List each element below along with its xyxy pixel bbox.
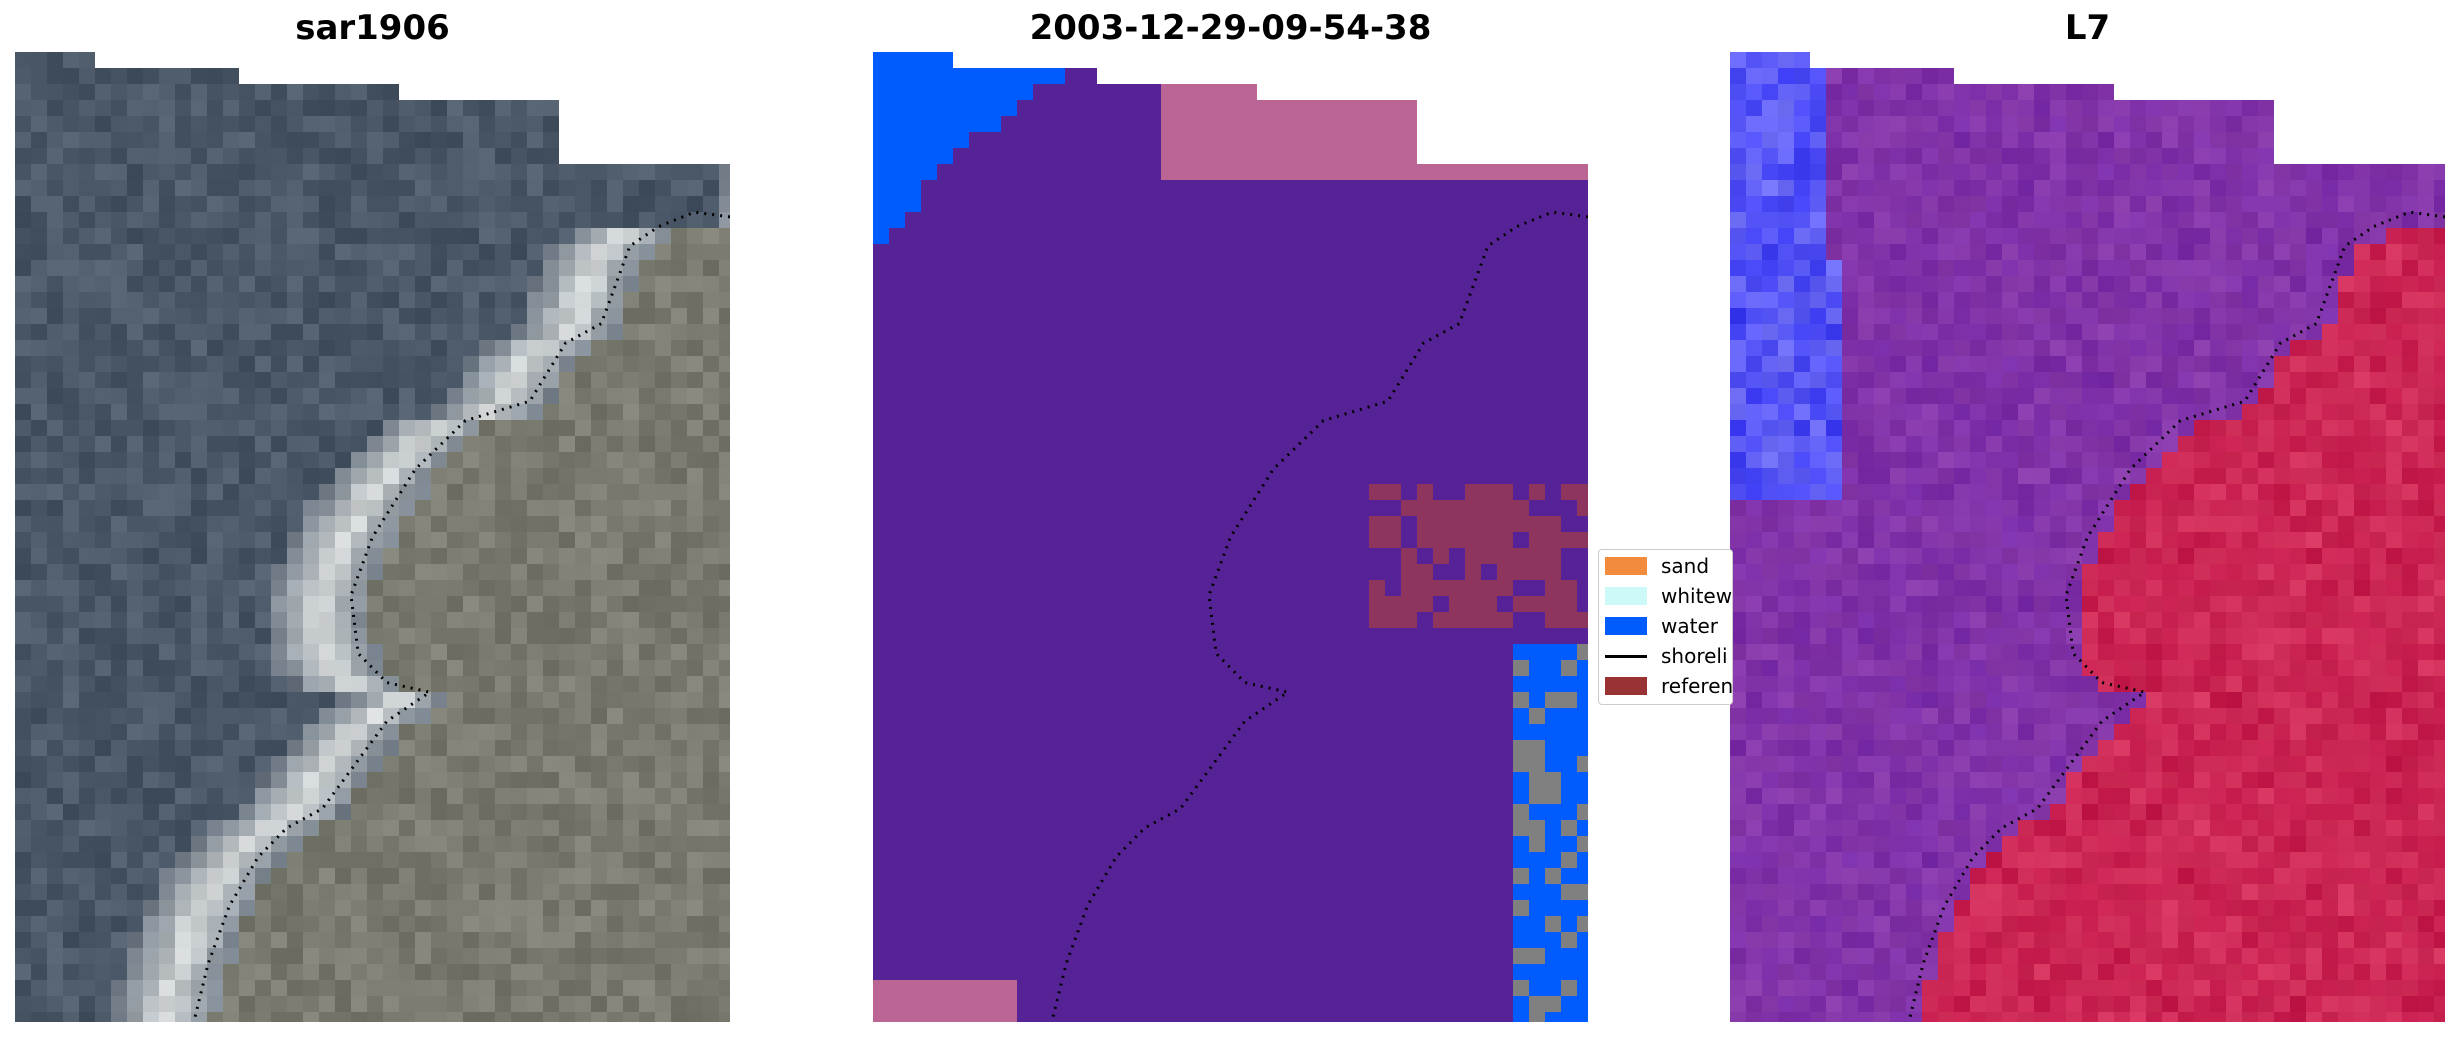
legend-swatch-water (1605, 617, 1647, 635)
legend-label-shoreline: shoreli (1661, 644, 1728, 668)
legend-label-reference: referen (1661, 674, 1733, 698)
legend-item-reference: referen (1605, 672, 1733, 700)
classification-image (873, 52, 1588, 1022)
rgb-pixels (15, 52, 730, 1022)
legend-label-whitewater: whitew (1661, 584, 1733, 608)
legend-line-shoreline (1605, 654, 1647, 658)
panel-title-index: L7 (2064, 8, 2111, 48)
classification-pixels (873, 52, 1588, 1022)
legend: sand whitew water shoreli referen (1598, 549, 1733, 705)
rgb-image-panel (15, 52, 730, 1022)
legend-label-sand: sand (1661, 554, 1710, 578)
legend-item-shoreline: shoreli (1605, 642, 1728, 670)
index-image (1730, 52, 2445, 1022)
classification-image-panel (873, 52, 1588, 1022)
legend-label-water: water (1661, 614, 1718, 638)
legend-swatch-sand (1605, 557, 1647, 575)
index-pixels (1730, 52, 2445, 1022)
legend-swatch-whitewater (1605, 587, 1647, 605)
classification-shoreline (1050, 210, 1588, 1022)
legend-swatch-reference (1605, 677, 1647, 695)
panel-title-classification: 2003-12-29-09-54-38 (1029, 8, 1432, 48)
rgb-image (15, 52, 730, 1022)
legend-item-water: water (1605, 612, 1718, 640)
legend-item-sand: sand (1605, 552, 1709, 580)
panel-title-rgb: sar1906 (295, 8, 450, 48)
rgb-shoreline (192, 210, 730, 1022)
index-shoreline (1907, 210, 2445, 1022)
index-image-panel (1730, 52, 2445, 1022)
legend-item-whitewater: whitew (1605, 582, 1732, 610)
